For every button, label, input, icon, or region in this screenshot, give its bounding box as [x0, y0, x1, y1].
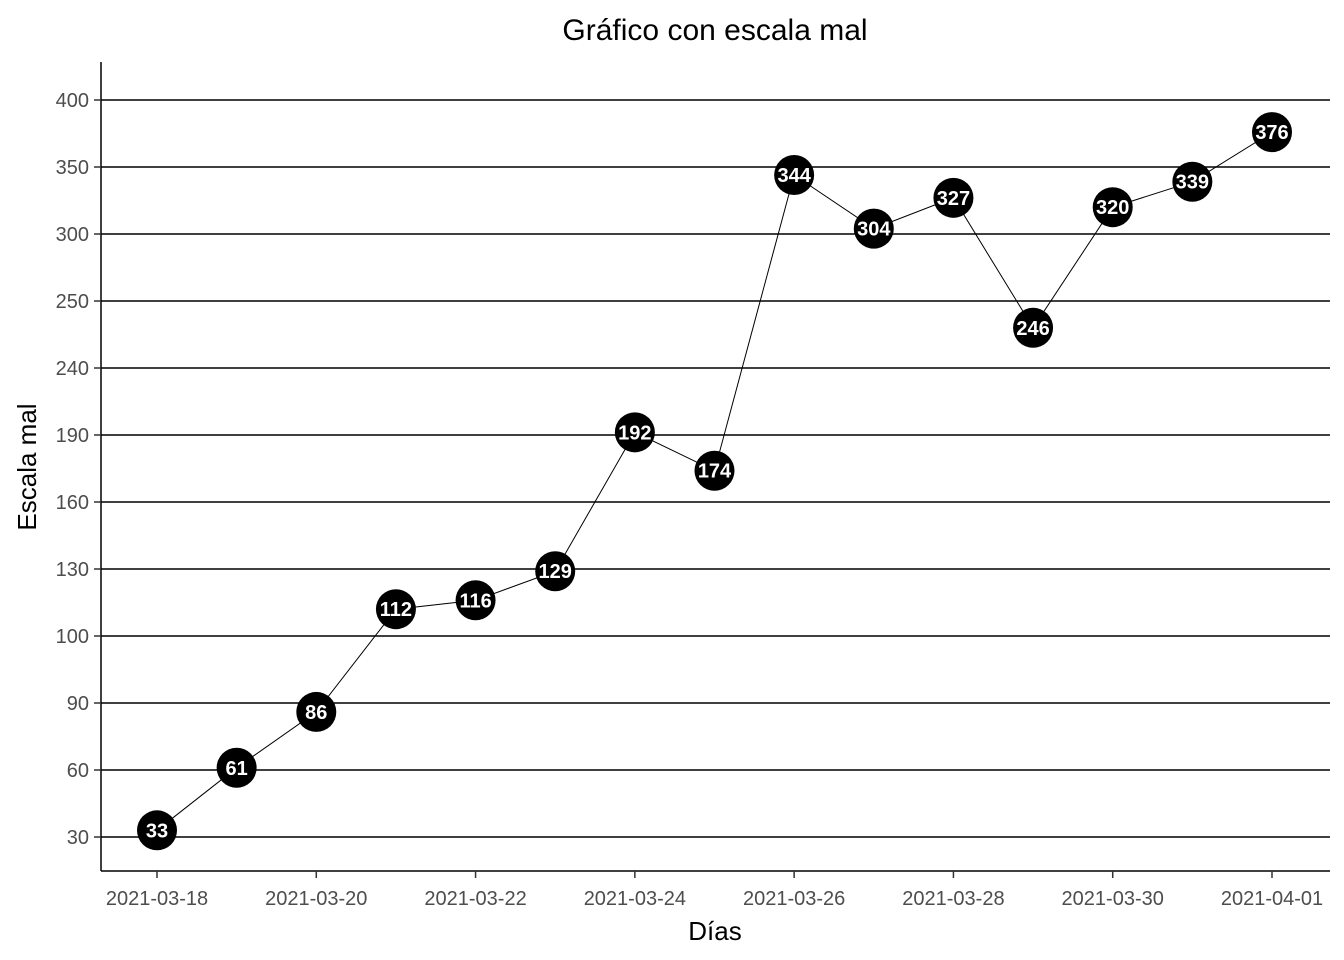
y-tick-label: 350 — [56, 157, 89, 179]
data-label: 174 — [698, 461, 732, 483]
data-label: 320 — [1096, 197, 1129, 219]
y-tick-label: 30 — [67, 827, 89, 849]
x-axis-title: Días — [688, 916, 741, 946]
data-label: 339 — [1176, 172, 1209, 194]
data-label: 116 — [459, 590, 491, 612]
x-tick-label: 2021-03-20 — [265, 888, 367, 910]
x-axis-ticks: 2021-03-18 2021-03-20 2021-03-22 2021-03-24… — [106, 871, 1323, 910]
data-label: 86 — [305, 702, 327, 724]
data-label: 246 — [1016, 318, 1049, 340]
y-tick-label: 160 — [56, 492, 89, 514]
data-label: 112 — [380, 599, 412, 621]
data-label: 376 — [1255, 122, 1288, 144]
x-tick-label: 2021-03-24 — [584, 888, 686, 910]
data-point — [296, 691, 337, 732]
y-tick-label: 400 — [56, 90, 89, 112]
y-axis-title: Escala mal — [12, 403, 42, 530]
data-label: 304 — [857, 219, 891, 241]
data-point — [933, 177, 974, 218]
data-label: 327 — [937, 188, 970, 210]
data-point — [853, 208, 894, 249]
data-point — [694, 450, 735, 491]
data-point — [137, 810, 177, 851]
axes — [100, 62, 1330, 872]
y-tick-label: 190 — [56, 425, 89, 447]
y-tick-label: 100 — [56, 626, 89, 648]
y-tick-label: 60 — [67, 760, 89, 782]
data-point — [375, 589, 416, 630]
data-point — [1013, 307, 1054, 348]
y-tick-label: 90 — [67, 693, 89, 715]
data-label: 129 — [539, 561, 572, 583]
data-point — [216, 747, 257, 788]
y-axis-ticks: 30 60 90 100 130 160 190 240 250 300 350 400 — [56, 90, 101, 849]
y-tick-label: 240 — [56, 358, 89, 380]
x-tick-label: 2021-03-30 — [1062, 888, 1164, 910]
x-tick-label: 2021-03-18 — [106, 888, 208, 910]
y-tick-label: 130 — [56, 559, 89, 581]
data-label: 344 — [777, 165, 811, 187]
chart-title: Gráfico con escala mal — [562, 14, 867, 47]
data-point — [455, 580, 496, 621]
data-points: 33 61 86 112 116 129 192 174 344 304 327 246 320 339 3… — [137, 112, 1292, 851]
data-label: 192 — [618, 422, 651, 444]
x-tick-label: 2021-03-22 — [424, 888, 526, 910]
y-tick-label: 300 — [56, 224, 89, 246]
data-label: 61 — [226, 758, 248, 780]
x-tick-label: 2021-03-28 — [902, 888, 1004, 910]
data-point — [1252, 112, 1292, 153]
data-point — [535, 551, 576, 592]
y-tick-label: 250 — [56, 291, 89, 313]
data-label: 33 — [146, 820, 168, 842]
data-point — [1092, 187, 1133, 228]
x-tick-label: 2021-04-01 — [1221, 888, 1323, 910]
data-point — [1172, 161, 1213, 202]
data-point — [614, 412, 655, 453]
data-point — [774, 155, 815, 196]
x-tick-label: 2021-03-26 — [743, 888, 845, 910]
